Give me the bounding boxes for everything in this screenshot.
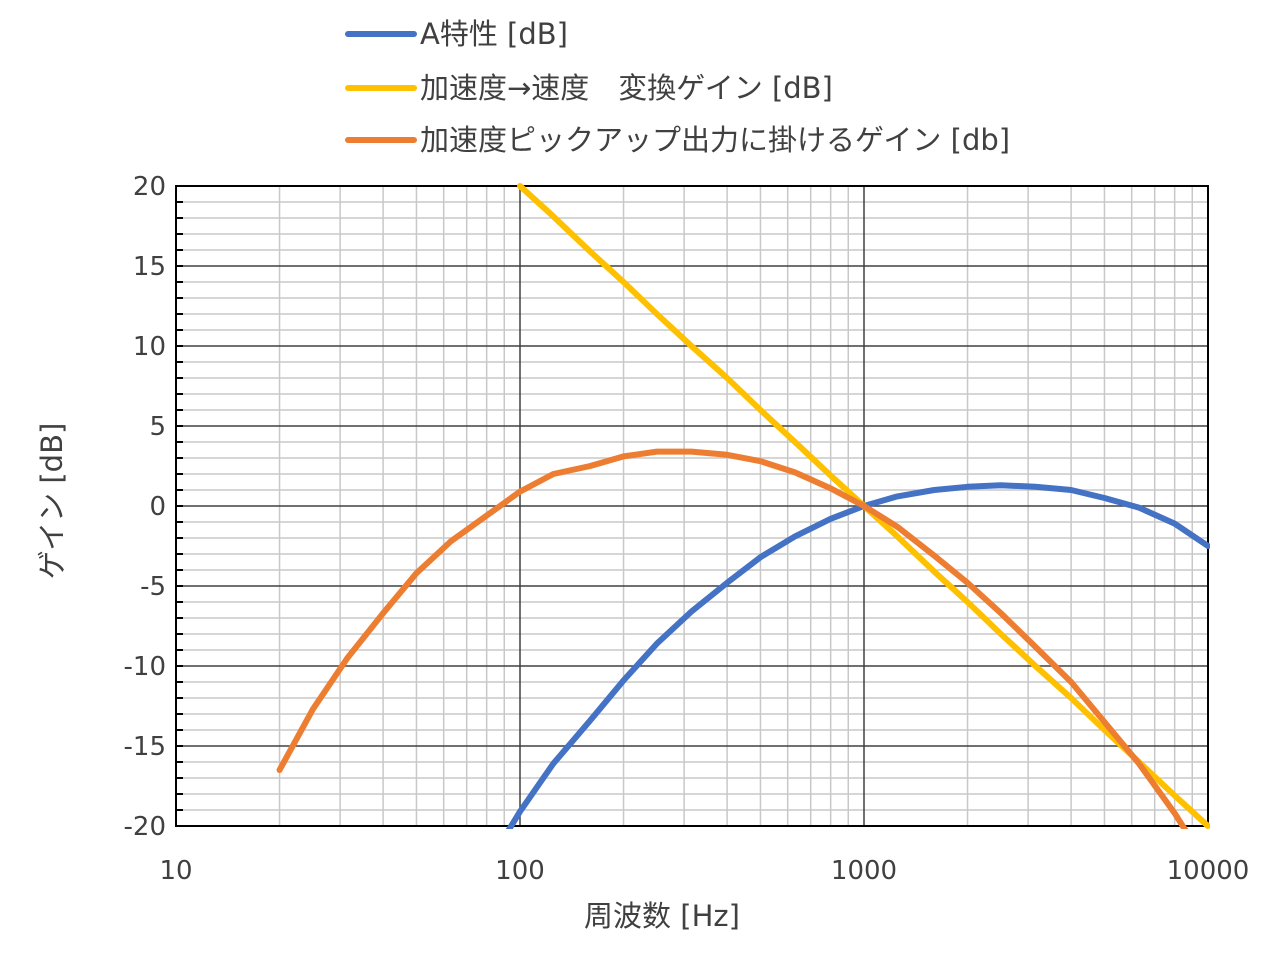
x-tick-label: 100 [495, 856, 545, 886]
series-lines [276, 183, 1210, 829]
x-tick-label: 10000 [1167, 856, 1250, 886]
y-tick-label: -5 [140, 572, 166, 602]
y-tick-labels: 20 15 10 5 0 -5 -10 -15 -20 [124, 172, 166, 842]
y-tick-label: -10 [124, 652, 166, 682]
y-tick-label: -20 [124, 812, 166, 842]
series-line-1 [505, 482, 1210, 829]
y-tick-label: 0 [149, 492, 166, 522]
y-tick-label: 10 [133, 332, 166, 362]
x-tick-labels: 10 100 1000 10000 [159, 856, 1249, 886]
legend-label-2: 加速度→速度 変換ゲイン [dB] [420, 71, 833, 105]
y-tick-label: -15 [124, 732, 166, 762]
y-tick-label: 20 [133, 172, 166, 202]
y-axis-title: ゲイン [dB] [35, 423, 69, 580]
series-line-3 [276, 448, 1189, 829]
legend-label-3: 加速度ピックアップ出力に掛けるゲイン [db] [420, 123, 1010, 157]
x-axis-title: 周波数 [Hz] [584, 899, 740, 933]
y-tick-label: 15 [133, 252, 166, 282]
x-tick-label: 10 [159, 856, 192, 886]
legend: A特性 [dB] 加速度→速度 変換ゲイン [dB] 加速度ピックアップ出力に掛ける… [345, 17, 1010, 157]
legend-label-1: A特性 [dB] [420, 17, 568, 51]
y-tick-label: 5 [149, 412, 166, 442]
x-tick-label: 1000 [831, 856, 897, 886]
y-minor-ticks [176, 185, 183, 827]
